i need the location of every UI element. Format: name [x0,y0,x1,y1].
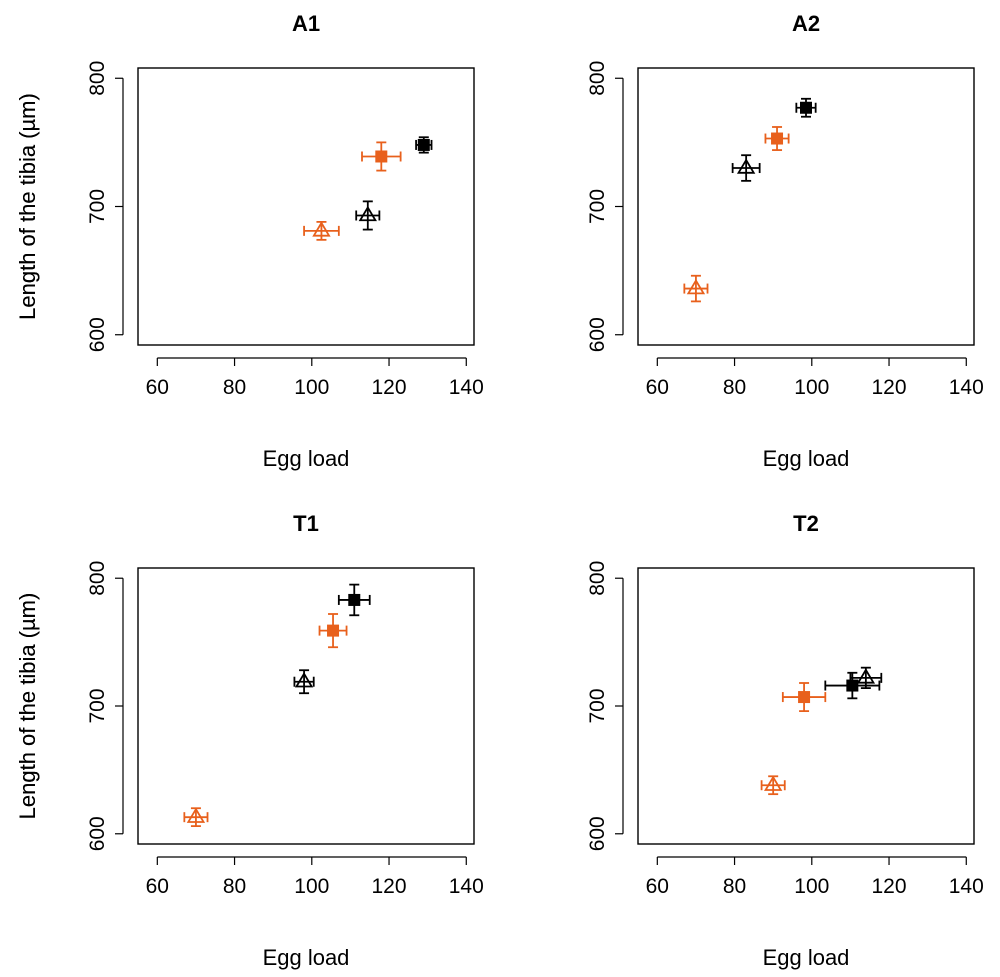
x-tick-label: 120 [872,376,907,399]
y-axis-title: Length of the tibia (µm) [15,93,40,320]
data-point-orange-triangle [183,807,209,828]
triangle-marker [186,807,206,823]
triangle-marker [312,221,331,237]
x-tick-label: 60 [646,376,669,399]
data-point-orange-triangle [760,775,786,796]
triangle-marker [856,668,876,684]
data-point-black-square [415,136,433,154]
square-marker [798,691,811,704]
x-tick-label: 120 [372,376,407,399]
y-axis-title: Length of the tibia (µm) [15,593,40,820]
plot-frame [637,67,975,346]
panel-t2: T2 60 80 100 120 140 Egg load 600 700 800 Length o… [15,511,984,970]
panel-title: A2 [792,11,820,36]
x-tick-label: 80 [223,875,246,898]
y-tick-label: 600 [586,816,609,851]
y-axis-title: Length of the tibia (µm) [15,93,40,320]
x-tick-label: 60 [146,376,169,399]
data-point-black-triangle [849,666,883,690]
x-tick-label: 140 [449,376,484,399]
data-point-orange-square [764,126,790,151]
square-marker [375,150,388,163]
x-tick-label: 60 [646,875,669,898]
x-tick-label: 140 [949,875,984,898]
x-tick-label: 140 [449,875,484,898]
square-marker [771,132,784,145]
y-tick-label: 700 [586,688,609,723]
data-point-orange-square [781,682,827,713]
data-point-orange-square [318,613,348,649]
y-tick-label: 700 [86,688,109,723]
y-tick-label: 800 [586,61,609,96]
x-tick-label: 100 [794,875,829,898]
y-tick-label: 600 [86,816,109,851]
panel-title: A1 [292,11,320,36]
plot-frame [137,67,475,346]
data-point-black-square [337,583,371,617]
data-point-black-square [824,671,881,700]
x-tick-label: 80 [723,875,746,898]
y-tick-label: 800 [86,561,109,596]
x-tick-label: 80 [223,376,246,399]
triangle-marker [736,158,756,174]
square-marker [800,101,812,114]
data-point-black-triangle [293,669,315,695]
x-tick-label: 100 [794,376,829,399]
x-axis-title: Egg load [263,945,350,970]
x-tick-label: 140 [949,376,984,399]
triangle-marker [294,671,314,688]
y-axis-title: Length of the tibia (µm) [15,593,40,820]
panel-t1: T1 60 80 100 120 140 Egg load 600 700 800 Length o… [15,511,484,970]
square-marker [846,679,859,692]
x-tick-label: 100 [294,376,329,399]
y-tick-label: 700 [86,189,109,224]
x-axis-title: Egg load [263,446,350,471]
x-tick-label: 80 [723,376,746,399]
data-point-orange-triangle [303,220,340,241]
data-point-black-square [795,97,817,118]
data-point-black-triangle [731,154,761,182]
panel-title: T2 [793,511,819,536]
y-tick-label: 600 [586,317,609,352]
square-marker [348,593,361,606]
panel-a1: A1 60 80 100 120 140 Egg load 600 700 800 Length o… [15,11,484,471]
x-tick-label: 60 [146,875,169,898]
triangle-marker [763,775,783,791]
square-marker [417,138,430,151]
data-point-orange-triangle [683,274,709,303]
triangle-marker [358,205,377,222]
x-tick-label: 120 [372,875,407,898]
triangle-marker [686,278,706,295]
x-tick-label: 100 [294,875,329,898]
x-axis-title: Egg load [763,446,850,471]
plot-frame [637,567,975,845]
y-tick-label: 800 [86,61,109,96]
panel-title: T1 [293,511,319,536]
data-point-black-triangle [355,200,381,231]
y-tick-label: 800 [586,561,609,596]
x-axis-title: Egg load [763,945,850,970]
x-tick-label: 120 [872,875,907,898]
square-marker [327,624,340,637]
panel-a2: A2 60 80 100 120 140 Egg load 600 700 800 Length o… [15,11,984,471]
y-tick-label: 700 [586,189,609,224]
data-point-orange-square [361,141,402,172]
y-tick-label: 600 [86,317,109,352]
plot-frame [137,567,475,845]
